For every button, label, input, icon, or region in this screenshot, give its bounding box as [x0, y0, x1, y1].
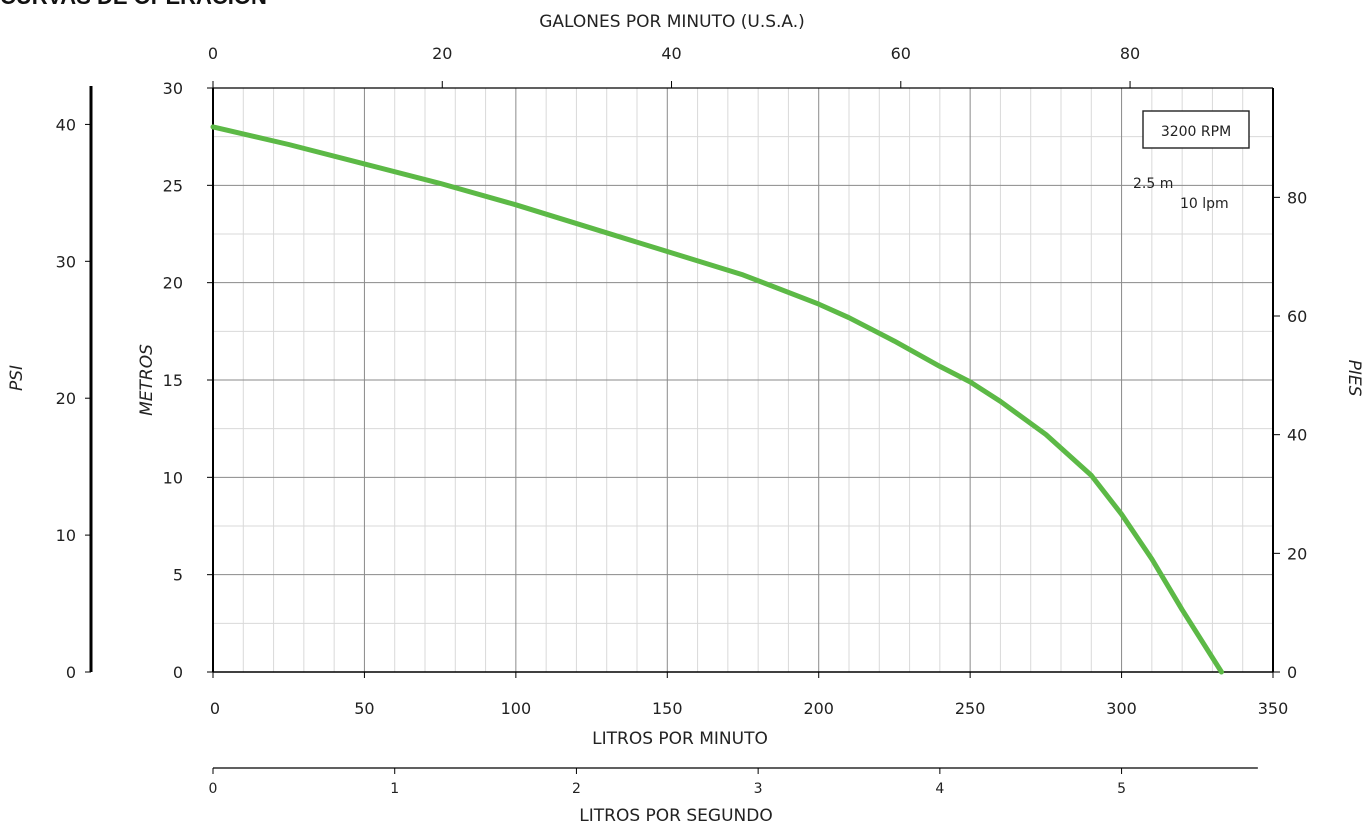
x-tick-label: 250 [955, 699, 986, 718]
major-grid [213, 88, 1273, 672]
bottom-axis-title: LITROS POR SEGUNDO [579, 806, 772, 826]
psi-tick-label: 40 [56, 115, 76, 134]
grid-note-y: 2.5 m [1133, 176, 1173, 192]
y-tick-label: 0 [173, 663, 183, 682]
lps-tick-label: 4 [935, 781, 944, 797]
x-tick-label: 350 [1258, 699, 1289, 718]
y-tick-label: 30 [163, 79, 183, 98]
rpm-label: 3200 RPM [1161, 124, 1231, 140]
feet-tick-label: 40 [1287, 426, 1307, 445]
grid-note-x: 10 lpm [1180, 196, 1229, 212]
annotations: 3200 RPM 2.5 m 10 lpm [1133, 110, 1250, 212]
psi-tick-label: 30 [56, 252, 76, 271]
feet-tick-label: 60 [1287, 307, 1307, 326]
lps-tick-label: 3 [754, 781, 763, 797]
y-tick-label: 15 [163, 371, 183, 390]
x-axis-title: LITROS POR MINUTO [592, 729, 768, 749]
feet-tick-label: 20 [1287, 544, 1307, 563]
psi-tick-label: 10 [56, 526, 76, 545]
top-axis-title: GALONES POR MINUTO (U.S.A.) [539, 12, 805, 32]
psi-tick-label: 20 [56, 389, 76, 408]
lps-tick-label: 2 [572, 781, 581, 797]
x-tick-label: 300 [1106, 699, 1137, 718]
rpm-box [1142, 110, 1250, 149]
y-axis-title: METROS [137, 344, 157, 416]
top-tick-label: 60 [891, 44, 911, 63]
top-tick-label: 0 [208, 44, 218, 63]
x-tick-label: 150 [652, 699, 683, 718]
left-axis-title: PSI [7, 365, 27, 391]
top-tick-label: 40 [661, 44, 681, 63]
x-tick-label: 0 [210, 699, 220, 718]
lps-tick-label: 0 [209, 781, 218, 797]
axes [85, 81, 1280, 774]
top-tick-label: 20 [432, 44, 452, 63]
lps-tick-label: 1 [390, 781, 399, 797]
y-tick-label: 10 [163, 468, 183, 487]
y-tick-label: 25 [163, 176, 183, 195]
series-layer [210, 124, 1224, 675]
y-tick-label: 20 [163, 274, 183, 293]
feet-tick-label: 0 [1287, 663, 1297, 682]
psi-tick-label: 0 [66, 663, 76, 682]
x-tick-label: 200 [803, 699, 834, 718]
feet-tick-label: 80 [1287, 188, 1307, 207]
pump-curve-line [210, 124, 1224, 675]
lps-tick-label: 5 [1117, 781, 1126, 797]
y-tick-label: 5 [173, 566, 183, 585]
top-tick-label: 80 [1120, 44, 1140, 63]
x-tick-label: 50 [354, 699, 374, 718]
page-title: CURVAS DE OPERACIÓN [0, 0, 267, 9]
right-axis-title: PIES [1344, 360, 1362, 397]
x-tick-label: 100 [501, 699, 532, 718]
